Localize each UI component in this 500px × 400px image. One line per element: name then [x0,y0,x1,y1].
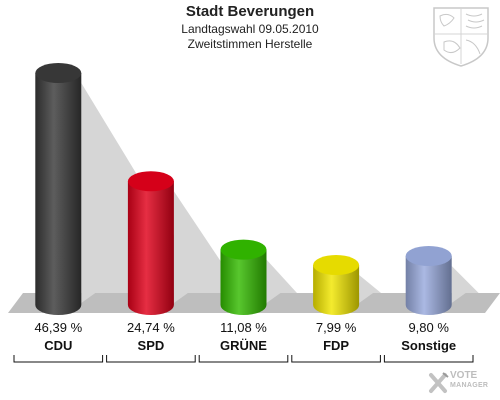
category-label-fdp: FDP [323,338,349,353]
bar-sonstige [405,246,479,315]
category-label-sonstige: Sonstige [401,338,456,353]
bar-body [35,73,82,315]
bar-shadow [359,275,382,303]
bar-shadow [451,266,479,303]
bar-body [220,249,267,315]
coat-of-arms-icon [433,7,489,67]
category-label-cdu: CDU [44,338,72,353]
bar-body [127,181,174,315]
category-bracket [13,355,104,363]
chart-title: Stadt Beverungen [185,3,315,20]
value-label-grne: 11,08 % [220,320,267,335]
bar-body [405,256,452,315]
bar-top [127,171,174,192]
category-bracket [198,355,289,363]
value-label-cdu: 46,39 % [34,320,82,335]
category-bracket [106,355,196,363]
value-label-sonstige: 9,80 % [408,320,449,335]
category-label-grne: GRÜNE [220,338,267,353]
bar-top [220,239,267,260]
bar-shadow [266,259,297,303]
category-bracket [383,355,474,363]
bar-body [313,265,360,315]
value-label-spd: 24,74 % [127,320,175,335]
value-label-fdp: 7,99 % [316,320,357,335]
category-label-spd: SPD [138,338,165,353]
logo-text-manager: MANAGER [450,382,489,389]
bar-top [35,63,82,84]
vote-manager-x-icon [429,372,449,393]
bar-grne [220,239,297,315]
logo-text-vote: VOTE [450,370,478,381]
bar-top [405,246,452,266]
chart-subtitle-district: Zweitstimmen Herstelle [187,37,313,51]
vote-manager-logo: VOTE MANAGER [428,369,498,397]
bar-fdp [313,255,382,315]
category-bracket [291,355,381,363]
chart-subtitle-election: Landtagswahl 09.05.2010 [181,22,319,36]
bar-top [313,255,360,276]
